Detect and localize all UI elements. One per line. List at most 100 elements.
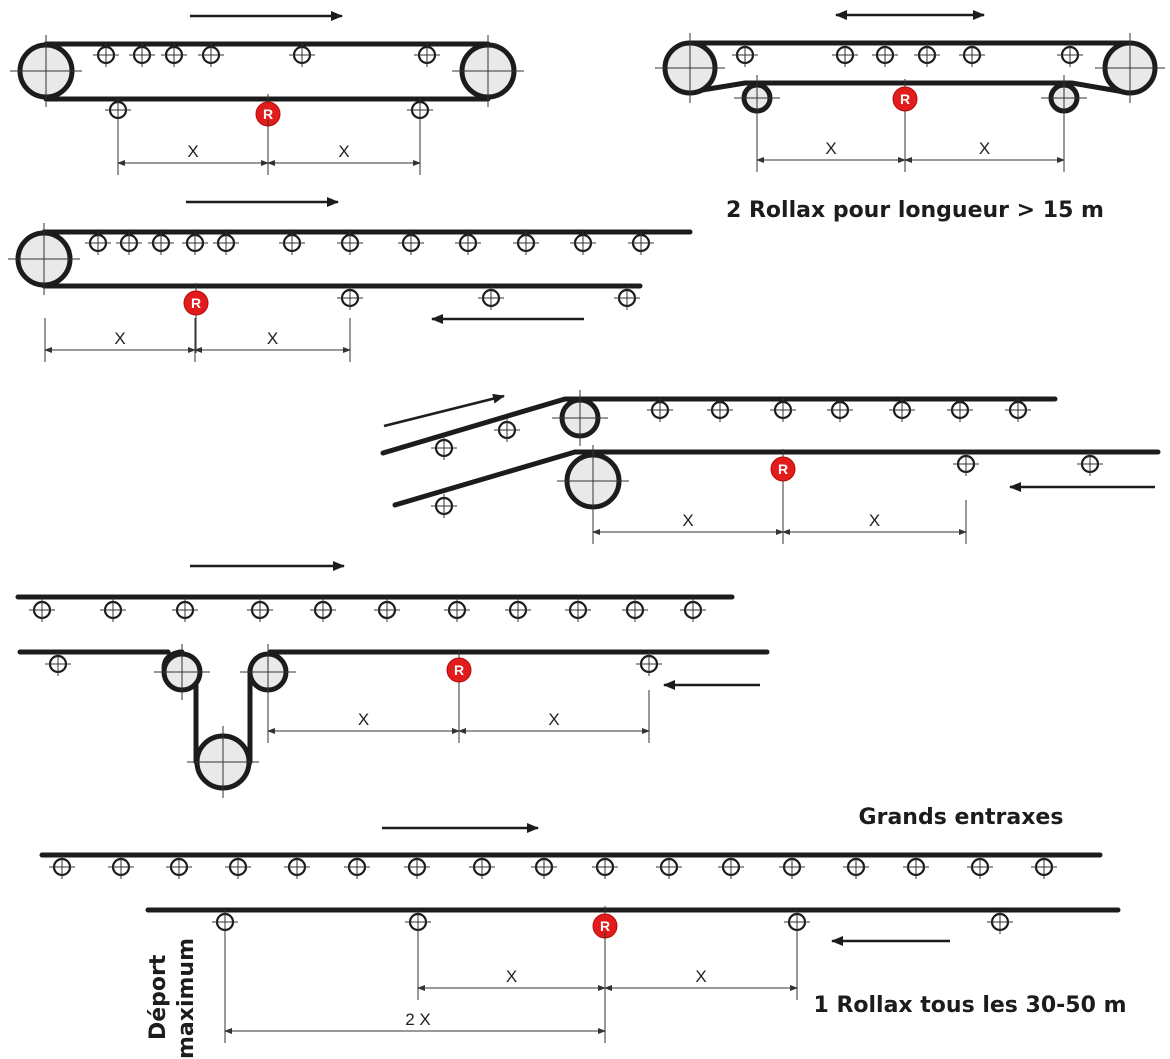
dimension-label: X [187, 142, 198, 161]
idler-roller [166, 855, 192, 879]
idler-roller [1031, 855, 1057, 879]
diagram-6-long-centres: Grands entraxes R X X 2 X 1 Rollax tous l… [39, 805, 1127, 1059]
dimension-line: X [194, 318, 351, 362]
rollax-label: R [454, 662, 464, 678]
idler-roller [953, 452, 979, 476]
dimension-label: X [267, 329, 278, 348]
idler-roller [431, 436, 457, 460]
dimension-label: X [979, 139, 990, 158]
idler-roller [947, 398, 973, 422]
label-deport: Déport [146, 954, 171, 1040]
dimension-line: X [417, 932, 606, 1000]
dimension-label: X [869, 511, 880, 530]
idler-roller [494, 418, 520, 442]
idler-roller [478, 286, 504, 310]
label-two-rollax: 2 Rollax pour longueur > 15 m [726, 198, 1104, 223]
dimension-label: X [548, 710, 559, 729]
idler-roller [1057, 43, 1083, 67]
dimension-line: X [44, 318, 196, 362]
pulley [552, 390, 608, 446]
dimension-label: X [114, 329, 125, 348]
idler-roller [225, 855, 251, 879]
idler-roller [903, 855, 929, 879]
dimension-line [224, 932, 606, 1043]
pulley [655, 33, 725, 103]
idler-roller [116, 231, 142, 255]
idler-roller [505, 598, 531, 622]
idler-roller [172, 598, 198, 622]
dimension-label: X [338, 142, 349, 161]
idler-roller [707, 398, 733, 422]
pulley [452, 35, 524, 107]
idler-roller [565, 598, 591, 622]
idler-roller [832, 43, 858, 67]
diagram-5-take-up-conveyor: R X X [15, 561, 770, 798]
idler-roller [628, 231, 654, 255]
idler-roller [784, 910, 810, 934]
label-one-rollax: 1 Rollax tous les 30-50 m [813, 993, 1126, 1018]
idler-roller [455, 231, 481, 255]
dimension-label: X [358, 710, 369, 729]
idler-roller [289, 43, 315, 67]
idler-roller [279, 231, 305, 255]
dimension-line: X [267, 120, 421, 175]
idler-roller [108, 855, 134, 879]
idler-roller [337, 231, 363, 255]
idler-roller [100, 598, 126, 622]
idler-roller [344, 855, 370, 879]
idler-roller [105, 98, 131, 122]
idler-roller [843, 855, 869, 879]
pulley [187, 726, 259, 798]
idler-roller [431, 494, 457, 518]
idler-roller [656, 855, 682, 879]
label-maximum: maximum [174, 938, 199, 1059]
idler-roller [513, 231, 539, 255]
dimension-2x: 2 X [405, 1010, 431, 1029]
idler-roller [622, 598, 648, 622]
idler-roller [959, 43, 985, 67]
dimension-line: X [267, 690, 460, 743]
idler-roller [1005, 398, 1031, 422]
idler-roller [614, 286, 640, 310]
idler-roller [407, 98, 433, 122]
diagram-4-inclined-conveyor: R X X [380, 390, 1161, 544]
idler-roller [827, 398, 853, 422]
idler-roller [45, 652, 71, 676]
dimension-line: X [458, 690, 650, 743]
pulley [154, 644, 210, 700]
idler-roller [310, 598, 336, 622]
idler-roller [987, 910, 1013, 934]
dimension-label: X [825, 139, 836, 158]
idler-roller [732, 43, 758, 67]
idler-roller [636, 652, 662, 676]
idler-roller [405, 910, 431, 934]
rollax-label: R [600, 918, 610, 934]
idler-roller [29, 598, 55, 622]
idler-roller [148, 231, 174, 255]
idler-roller [1077, 452, 1103, 476]
dimension-label: X [695, 967, 706, 986]
idler-roller [718, 855, 744, 879]
idler-roller [889, 398, 915, 422]
idler-roller [592, 855, 618, 879]
idler-roller [398, 231, 424, 255]
idler-roller [770, 398, 796, 422]
idler-roller [967, 855, 993, 879]
pulley [10, 35, 82, 107]
idler-roller [129, 43, 155, 67]
idler-roller [93, 43, 119, 67]
idler-roller [444, 598, 470, 622]
idler-roller [161, 43, 187, 67]
idler-roller [247, 598, 273, 622]
rollax-marker: R [183, 283, 209, 353]
idler-roller [647, 398, 673, 422]
idler-roller [212, 910, 238, 934]
dimension-label: X [506, 967, 517, 986]
dimension-line: X [117, 120, 269, 175]
dimension-line: X [756, 110, 906, 172]
idler-roller [284, 855, 310, 879]
idler-roller [85, 231, 111, 255]
idler-roller [531, 855, 557, 879]
rollax-label: R [778, 461, 788, 477]
